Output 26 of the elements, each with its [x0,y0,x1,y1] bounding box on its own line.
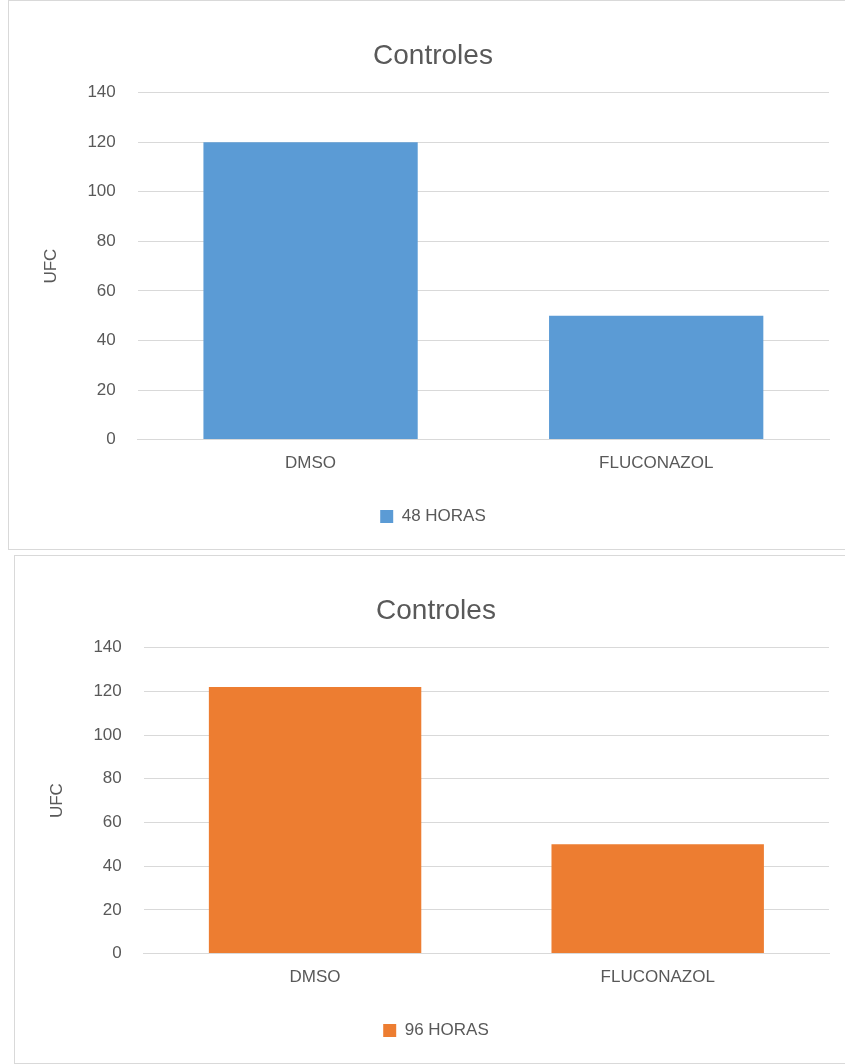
y-tick-label: 140 [87,82,116,102]
x-tick-label: FLUCONAZOL [600,967,715,987]
y-tick-label: 40 [102,855,122,875]
y-tick-label: 40 [96,330,116,350]
y-tick-label: 60 [102,812,122,832]
y-tick-label: 100 [93,724,122,744]
y-tick-label: 20 [96,379,116,399]
y-axis-title: UFC [46,783,66,819]
y-tick-label: 20 [102,899,122,919]
chart-title: Controles [376,593,496,625]
x-tick-label: DMSO [289,967,341,987]
y-tick-label: 0 [106,429,116,449]
y-axis-title: UFC [40,248,60,284]
y-tick-label: 80 [96,231,116,250]
y-tick-label: 0 [112,943,122,963]
x-tick-label: DMSO [285,453,337,473]
chart-title: Controles [373,38,493,70]
x-tick-label: FLUCONAZOL [599,453,714,473]
y-tick-label: 60 [96,280,116,300]
y-tick-label: 120 [93,681,122,700]
legend-label: 96 HORAS [404,1020,489,1040]
y-tick-label: 120 [87,131,116,151]
legend-label: 48 HORAS [401,506,486,526]
y-tick-label: 80 [102,768,122,788]
y-tick-label: 100 [87,181,116,201]
y-tick-label: 140 [93,637,122,657]
